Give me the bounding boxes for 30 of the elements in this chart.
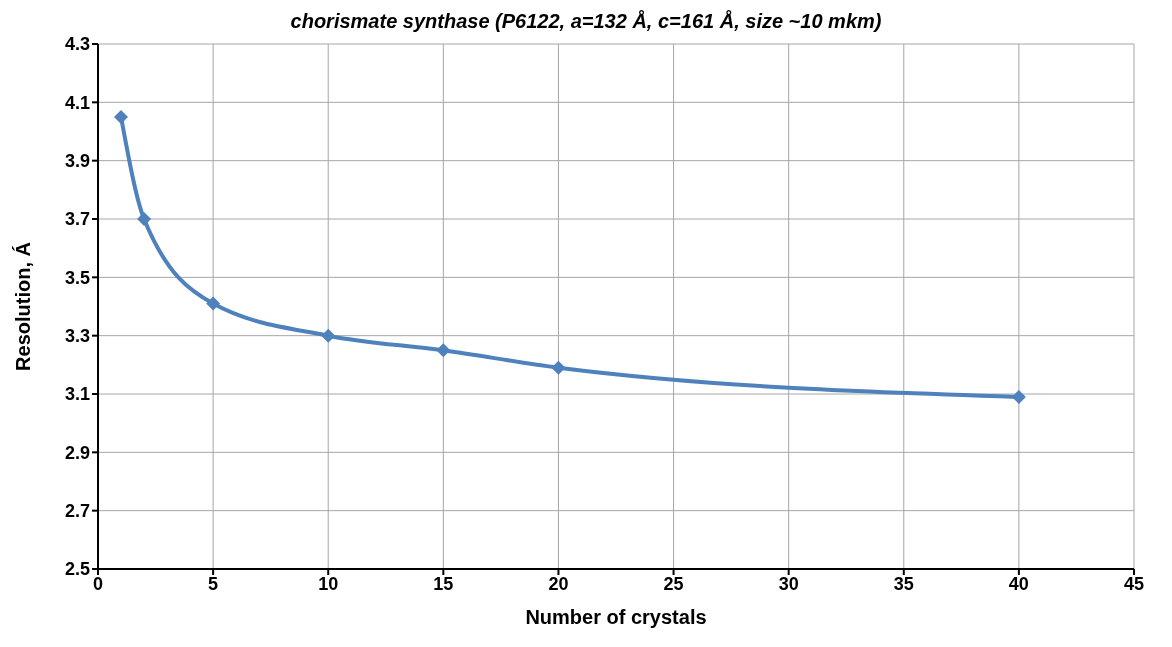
- x-tick-label: 25: [663, 573, 684, 594]
- x-tick-label: 35: [893, 573, 914, 594]
- point: [1011, 389, 1026, 404]
- point: [551, 360, 566, 375]
- point: [321, 328, 336, 343]
- y-tick-label: 3.1: [64, 384, 90, 405]
- x-tick-label: 30: [778, 573, 799, 594]
- y-tick-label: 3.7: [64, 209, 90, 230]
- x-tick-label: 5: [208, 573, 219, 594]
- x-tick-label: 15: [433, 573, 454, 594]
- y-axis-title: Resolution, Á: [12, 242, 35, 371]
- y-tick-label: 2.5: [64, 559, 90, 580]
- point: [436, 343, 451, 358]
- x-tick-label: 10: [318, 573, 339, 594]
- y-tick-label: 3.5: [64, 267, 90, 288]
- x-tick-label: 0: [92, 573, 104, 594]
- y-tick-label: 4.1: [64, 92, 90, 113]
- y-tick-label: 2.7: [64, 501, 90, 522]
- y-tick-label: 3.3: [64, 326, 90, 347]
- chart-title: chorismate synthase (P6122, a=132 Å, c=161 Å, size ~10 mkm): [289, 9, 883, 34]
- point: [206, 296, 221, 311]
- x-tick-label: 45: [1123, 573, 1145, 594]
- x-tick-label: 40: [1008, 573, 1029, 594]
- y-tick-label: 2.9: [64, 442, 90, 463]
- point: [114, 109, 129, 124]
- point: [137, 212, 152, 226]
- x-axis-title: Number of crystals: [525, 606, 707, 628]
- y-tick-label: 3.9: [64, 151, 90, 172]
- x-tick-label: 20: [548, 573, 569, 594]
- y-tick-label: 4.3: [64, 34, 90, 55]
